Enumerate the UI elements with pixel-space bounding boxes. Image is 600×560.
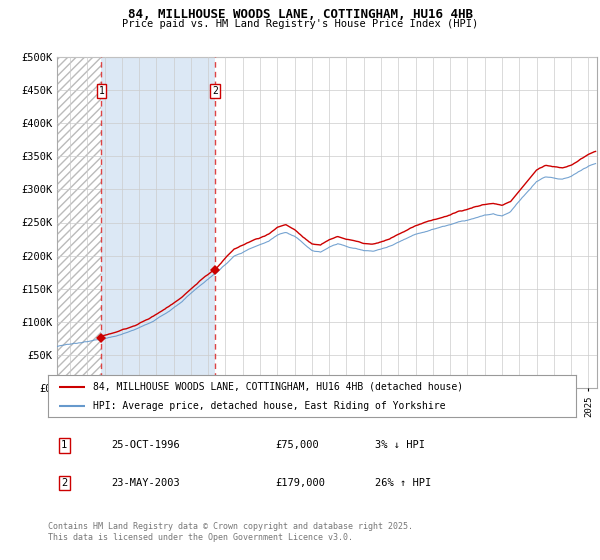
Text: 1: 1 [61, 440, 67, 450]
Text: 3% ↓ HPI: 3% ↓ HPI [376, 440, 425, 450]
Text: 1: 1 [98, 86, 104, 96]
Text: 23-MAY-2003: 23-MAY-2003 [112, 478, 180, 488]
Text: 84, MILLHOUSE WOODS LANE, COTTINGHAM, HU16 4HB (detached house): 84, MILLHOUSE WOODS LANE, COTTINGHAM, HU… [93, 381, 463, 391]
Text: £179,000: £179,000 [275, 478, 325, 488]
Bar [101, 57, 215, 388]
Text: Contains HM Land Registry data © Crown copyright and database right 2025.: Contains HM Land Registry data © Crown c… [48, 522, 413, 531]
Text: 25-OCT-1996: 25-OCT-1996 [112, 440, 180, 450]
Text: 2: 2 [212, 86, 218, 96]
Text: 84, MILLHOUSE WOODS LANE, COTTINGHAM, HU16 4HB: 84, MILLHOUSE WOODS LANE, COTTINGHAM, HU… [128, 8, 473, 21]
Text: 2: 2 [61, 478, 67, 488]
Text: HPI: Average price, detached house, East Riding of Yorkshire: HPI: Average price, detached house, East… [93, 401, 445, 411]
Text: £75,000: £75,000 [275, 440, 319, 450]
Bar [57, 57, 101, 388]
Text: This data is licensed under the Open Government Licence v3.0.: This data is licensed under the Open Gov… [48, 533, 353, 542]
Text: Price paid vs. HM Land Registry's House Price Index (HPI): Price paid vs. HM Land Registry's House … [122, 19, 478, 29]
Text: 26% ↑ HPI: 26% ↑ HPI [376, 478, 431, 488]
